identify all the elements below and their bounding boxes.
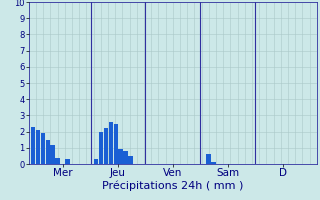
Bar	[118, 149, 123, 164]
Bar	[45, 140, 50, 164]
Bar	[211, 162, 216, 164]
Bar	[99, 132, 103, 164]
Bar	[65, 159, 70, 164]
Bar	[51, 145, 55, 164]
Bar	[31, 127, 35, 164]
Bar	[36, 130, 40, 164]
Bar	[55, 158, 60, 164]
Bar	[114, 124, 118, 164]
Bar	[108, 122, 113, 164]
Bar	[206, 154, 211, 164]
Bar	[124, 151, 128, 164]
X-axis label: Précipitations 24h ( mm ): Précipitations 24h ( mm )	[102, 181, 244, 191]
Bar	[41, 133, 45, 164]
Bar	[104, 128, 108, 164]
Bar	[128, 156, 133, 164]
Bar	[94, 159, 98, 164]
